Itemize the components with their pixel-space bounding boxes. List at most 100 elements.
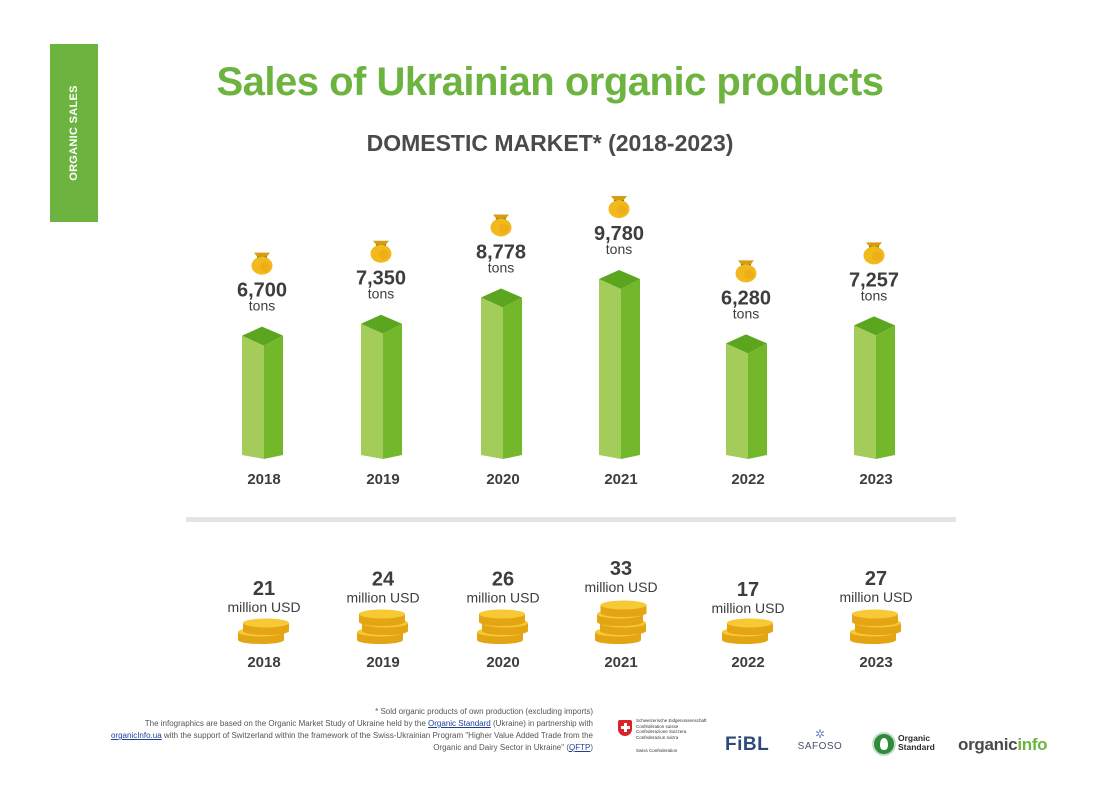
- coin-top: [479, 609, 525, 619]
- volume-unit-label: tons: [249, 298, 275, 314]
- value-year-label: 2023: [859, 654, 892, 671]
- organicinfo-link[interactable]: organicInfo.ua: [110, 731, 162, 740]
- volume-year-label: 2023: [859, 471, 892, 488]
- bag-shade: [260, 261, 270, 272]
- qftp-link[interactable]: QFTP: [568, 743, 591, 752]
- safoso-label: SAFOSO: [797, 741, 843, 752]
- organic-standard-link[interactable]: Organic Standard: [428, 719, 491, 728]
- money-bag-icon: [608, 196, 630, 218]
- coin-bottom: [243, 627, 289, 635]
- coin-bottom: [727, 627, 773, 635]
- coin-bottom: [722, 636, 768, 644]
- coin-bottom: [479, 618, 525, 626]
- volume-value-label: 8,778: [476, 241, 526, 263]
- footnote-text-1: The infographics are based on the Organi…: [144, 719, 429, 728]
- coin-bottom: [597, 618, 643, 626]
- coin-stack-icon: [357, 609, 408, 644]
- coin-top: [243, 618, 289, 628]
- money-bag-icon: [251, 252, 273, 275]
- coin-bottom: [852, 618, 898, 626]
- coin-stack-icon: [595, 600, 647, 644]
- side-tab: ORGANIC SALES: [50, 44, 98, 222]
- coin-bottom: [855, 627, 901, 635]
- volume-value-label: 6,700: [237, 280, 287, 302]
- safoso-star-icon: ✲: [814, 727, 826, 741]
- volume-unit-label: tons: [488, 259, 514, 275]
- footnote-note: * Sold organic products of own productio…: [375, 707, 593, 716]
- value-year-label: 2019: [366, 654, 399, 671]
- footnote-text-3: with the support of Switzerland within t…: [161, 731, 593, 752]
- coin-bottom: [477, 636, 523, 644]
- safoso-logo: ✲ SAFOSO: [795, 727, 845, 752]
- volume-year-label: 2018: [247, 471, 280, 488]
- volume-bar: [361, 314, 402, 459]
- swiss-line-1: Schweizerische Eidgenossenschaft: [636, 718, 707, 723]
- value-amount-label: 21: [253, 578, 275, 600]
- organicinfo-part-1: organic: [958, 735, 1018, 754]
- bar-top-face: [481, 288, 522, 308]
- bag-shade: [499, 223, 509, 234]
- bag-neck: [493, 214, 509, 220]
- bar-side-face: [264, 335, 283, 459]
- coin-bottom: [357, 636, 403, 644]
- money-bag-icon: [863, 242, 885, 265]
- bar-side-face: [503, 297, 522, 459]
- swiss-line-4: Confederaziun svizra: [636, 734, 679, 740]
- swiss-caption: Swiss Confederation: [636, 748, 678, 753]
- value-amount-label: 27: [865, 568, 887, 590]
- value-amount-label: 24: [372, 569, 395, 591]
- swiss-confederation-logo: Schweizerische Eidgenossenschaft Confédé…: [618, 718, 718, 760]
- bar-top-face: [726, 334, 767, 354]
- bag-shade: [744, 269, 754, 280]
- bag-neck: [866, 242, 882, 248]
- volume-unit-label: tons: [733, 305, 759, 321]
- organic-standard-line-1: Organic: [898, 733, 931, 743]
- divider: [186, 517, 956, 522]
- coin-bottom: [600, 627, 646, 635]
- footnote: * Sold organic products of own productio…: [110, 706, 593, 754]
- value-year-label: 2018: [247, 654, 280, 671]
- volume-year-label: 2020: [486, 471, 519, 488]
- volume-unit-label: tons: [861, 287, 887, 303]
- coin-bottom: [850, 636, 896, 644]
- coin-top: [727, 618, 773, 628]
- organicinfo-logo: organicinfo: [958, 735, 1048, 755]
- volume-bar: [854, 316, 895, 459]
- bar-front-face: [854, 325, 876, 459]
- bag-shade: [617, 205, 627, 215]
- coin-stack-icon: [477, 609, 528, 644]
- coin-top: [852, 609, 898, 619]
- value-unit-label: million USD: [227, 599, 300, 615]
- value-unit-label: million USD: [346, 590, 419, 606]
- coin-top: [600, 600, 647, 610]
- volume-value-label: 6,280: [721, 287, 771, 309]
- value-amount-label: 17: [737, 579, 759, 601]
- coin-stack-icon: [850, 609, 901, 644]
- leaf-icon: [872, 732, 896, 756]
- bar-side-face: [876, 325, 895, 459]
- swiss-line-3: Confederazione Svizzera: [636, 729, 687, 734]
- page-title: Sales of Ukrainian organic products: [216, 60, 884, 104]
- value-unit-label: million USD: [711, 600, 784, 616]
- bar-front-face: [481, 297, 503, 459]
- swiss-line-2: Confédération suisse: [636, 723, 679, 729]
- volume-bar: [599, 270, 640, 459]
- value-unit-label: million USD: [466, 589, 539, 605]
- coin-bottom: [600, 609, 647, 617]
- coin-bottom: [362, 627, 408, 635]
- bar-side-face: [383, 323, 402, 459]
- footnote-text-4: ): [590, 743, 593, 752]
- bag-neck: [738, 260, 754, 266]
- money-bag-icon: [490, 214, 512, 237]
- bar-top-face: [361, 314, 402, 334]
- bar-side-face: [748, 343, 767, 459]
- bar-top-face: [854, 316, 895, 336]
- organic-standard-line-2: Standard: [898, 742, 935, 752]
- bar-top-face: [242, 326, 283, 346]
- volume-value-label: 9,780: [594, 223, 644, 245]
- footnote-source: The infographics are based on the Organi…: [110, 718, 593, 754]
- volume-value-label: 7,257: [849, 269, 899, 291]
- bag-neck: [611, 196, 627, 201]
- page-subtitle: DOMESTIC MARKET* (2018-2023): [366, 130, 734, 156]
- volume-unit-label: tons: [368, 286, 394, 302]
